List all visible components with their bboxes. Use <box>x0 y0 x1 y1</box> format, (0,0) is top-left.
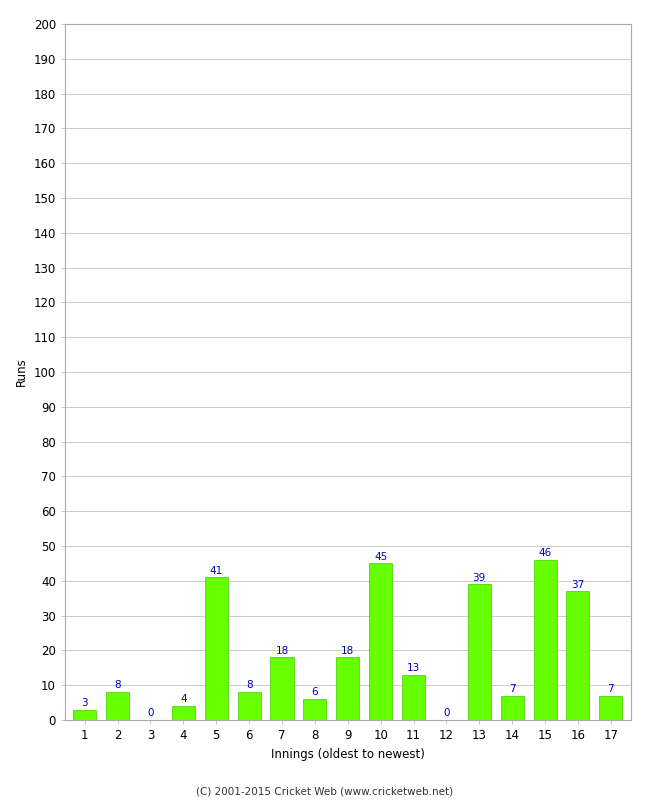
Text: 39: 39 <box>473 573 486 582</box>
Bar <box>304 699 326 720</box>
Bar <box>172 706 195 720</box>
Text: 6: 6 <box>311 687 318 698</box>
Text: 18: 18 <box>341 646 354 656</box>
Bar <box>205 578 228 720</box>
Text: 41: 41 <box>209 566 223 575</box>
Bar <box>73 710 96 720</box>
Text: 0: 0 <box>148 708 154 718</box>
Text: 8: 8 <box>246 681 252 690</box>
Y-axis label: Runs: Runs <box>15 358 28 386</box>
Text: 13: 13 <box>407 663 420 673</box>
Text: 7: 7 <box>608 684 614 694</box>
Text: 45: 45 <box>374 552 387 562</box>
Bar <box>369 563 392 720</box>
X-axis label: Innings (oldest to newest): Innings (oldest to newest) <box>271 747 424 761</box>
Bar <box>238 692 261 720</box>
Text: 7: 7 <box>509 684 515 694</box>
Bar <box>566 591 590 720</box>
Bar <box>534 560 556 720</box>
Text: 46: 46 <box>538 548 552 558</box>
Text: 37: 37 <box>571 579 584 590</box>
Bar <box>599 696 622 720</box>
Text: 3: 3 <box>81 698 88 708</box>
Text: 18: 18 <box>276 646 289 656</box>
Bar <box>106 692 129 720</box>
Bar <box>336 658 359 720</box>
Text: 8: 8 <box>114 681 121 690</box>
Bar <box>500 696 524 720</box>
Text: (C) 2001-2015 Cricket Web (www.cricketweb.net): (C) 2001-2015 Cricket Web (www.cricketwe… <box>196 786 454 796</box>
Bar <box>270 658 294 720</box>
Bar <box>468 584 491 720</box>
Text: 4: 4 <box>180 694 187 704</box>
Bar <box>402 674 425 720</box>
Text: 0: 0 <box>443 708 450 718</box>
